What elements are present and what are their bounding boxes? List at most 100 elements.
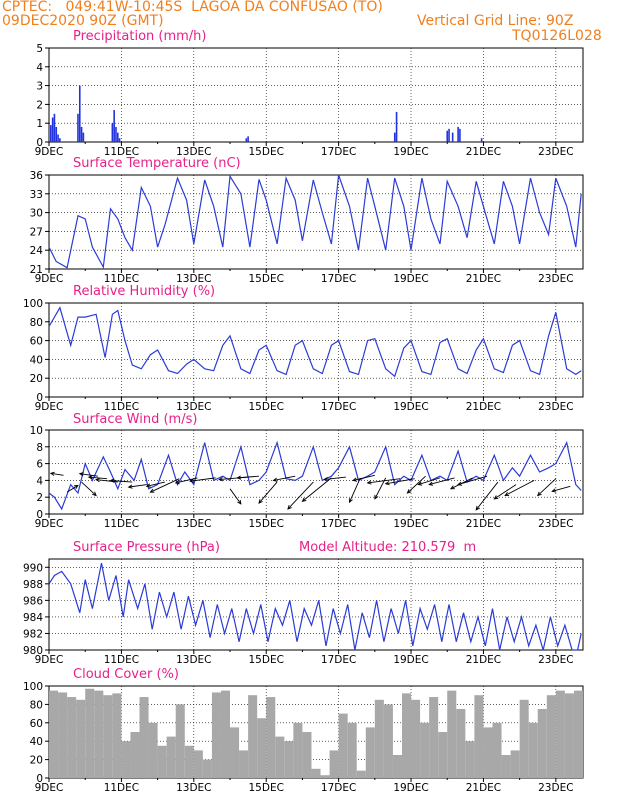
precip-bar (457, 126, 459, 142)
temp-series-line (48, 174, 582, 270)
wind-vector-head (449, 485, 455, 490)
cloud-bar (284, 741, 294, 778)
wind-vector (349, 477, 361, 503)
temp-ytick-label: 27 (30, 226, 43, 238)
rh-xtick-label: 21DEC (466, 401, 501, 413)
panel-title-rh: Relative Humidity (%) (73, 284, 216, 299)
rh-xtick-label: 13DEC (176, 401, 211, 413)
wind-vector-head (189, 478, 195, 483)
wind-vector (475, 481, 499, 511)
temp-ytick-label: 30 (30, 208, 43, 220)
wind-vector (273, 475, 296, 481)
precip-bar (82, 132, 85, 142)
cloud-bar (546, 695, 556, 778)
panel-rh: 0 20 40 60 80 100 9DEC 11DEC 13DEC 15DEC 17DEC 19DE… (23, 298, 584, 413)
pressure-ytick-label: 984 (23, 612, 43, 624)
wind-xtick-label: 9DEC (35, 518, 64, 530)
panel-temp: 21 24 27 30 33 36 9DEC 11DEC 13DEC 15DEC 17DEC 19DE… (30, 170, 584, 285)
precip-ytick-label: 5 (36, 43, 43, 55)
cloud-bar (429, 697, 439, 778)
precip-bar (113, 110, 115, 142)
precip-ytick-label: 2 (36, 99, 43, 111)
wind-vector (457, 475, 488, 486)
panel-cloud: 0 20 40 60 80 100 9DEC 11DEC 13DEC 15DEC 17DEC 19DE… (23, 681, 584, 794)
wind-vector-head (287, 505, 292, 510)
temp-ytick-label: 21 (30, 264, 43, 276)
cloud-bar (501, 755, 511, 778)
precip-ytick-label: 0 (36, 137, 43, 149)
precip-xtick-label: 9DEC (35, 146, 64, 158)
cloud-bar (157, 745, 167, 778)
wind-vector-head (258, 499, 263, 504)
cloud-ytick-label: 0 (36, 773, 43, 785)
wind-ytick-label: 0 (36, 509, 43, 521)
temp-xtick-label: 19DEC (393, 273, 428, 285)
cloud-bar (248, 695, 258, 778)
cloud-xtick-label: 19DEC (393, 782, 428, 794)
temp-xtick-label: 15DEC (249, 273, 284, 285)
cloud-ytick-label: 20 (30, 755, 43, 767)
wind-vector (81, 481, 97, 496)
cloud-bar (230, 727, 240, 778)
wind-vector-head (145, 483, 151, 488)
panel-precip: 0 1 2 3 4 5 9DEC 11DEC 13DEC 15DEC 17DEC 19DEC 21DEC… (35, 43, 584, 158)
cloud-bar (202, 759, 212, 778)
cloud-xtick-label: 23DEC (538, 782, 573, 794)
cloud-ytick-label: 100 (23, 681, 43, 693)
precip-bar (80, 126, 83, 142)
cloud-bar (166, 736, 176, 778)
precip-ytick-label: 3 (36, 81, 43, 93)
rh-ytick-label: 0 (36, 392, 43, 404)
rh-ytick-label: 80 (30, 317, 43, 329)
precip-bar (115, 126, 117, 142)
wind-vector (429, 477, 455, 486)
wind-ytick-label: 8 (36, 442, 43, 454)
wind-vector-head (95, 477, 100, 483)
cloud-bar (266, 697, 276, 778)
cloud-bar (112, 693, 122, 778)
wind-vector-head (127, 484, 133, 489)
precip-xtick-label: 11DEC (104, 146, 139, 158)
cloud-ytick-label: 60 (30, 718, 43, 730)
temp-xtick-label: 23DEC (538, 273, 573, 285)
cloud-bar (239, 750, 249, 778)
cloud-bar (121, 741, 131, 778)
cloud-bar (483, 727, 493, 778)
wind-vector-head (174, 480, 180, 485)
pressure-xtick-label: 15DEC (249, 654, 284, 666)
temp-ytick-label: 33 (30, 189, 43, 201)
wind-vector (88, 476, 107, 480)
wind-series-line (48, 440, 582, 511)
wind-frame (48, 429, 584, 515)
wind-vector (418, 477, 441, 486)
wind-vector-head (237, 499, 242, 505)
cloud-xtick-label: 15DEC (249, 782, 284, 794)
cloud-bar (211, 692, 221, 778)
wind-vector (353, 474, 375, 481)
wind-xtick-label: 15DEC (249, 518, 284, 530)
cloud-bar (175, 704, 185, 778)
wind-vector-head (92, 491, 97, 497)
rh-xtick-label: 15DEC (249, 401, 284, 413)
cloud-bar (456, 709, 466, 778)
precip-xtick-label: 21DEC (466, 146, 501, 158)
wind-xtick-label: 23DEC (538, 518, 573, 530)
panel-pressure: 980 982 984 986 988 990 9DEC 11DEC 13DEC 15DEC 17D… (23, 558, 584, 666)
cloud-bar (365, 727, 375, 778)
temp-xtick-label: 13DEC (176, 273, 211, 285)
rh-ytick-label: 40 (30, 354, 43, 366)
precip-ytick-label: 1 (36, 118, 43, 130)
wind-ytick-label: 6 (36, 459, 43, 471)
precip-bar (245, 138, 248, 142)
panel-title-temp: Surface Temperature (nC) (73, 156, 241, 171)
wind-vector-head (417, 481, 423, 486)
wind-xtick-label: 13DEC (176, 518, 211, 530)
wind-vector (79, 473, 98, 477)
pressure-ytick-label: 988 (23, 579, 43, 591)
wind-vector-head (49, 471, 55, 476)
cloud-xtick-label: 11DEC (104, 782, 139, 794)
precip-frame (48, 47, 584, 143)
cloud-bar (374, 699, 384, 778)
temp-ytick-label: 36 (30, 170, 44, 182)
